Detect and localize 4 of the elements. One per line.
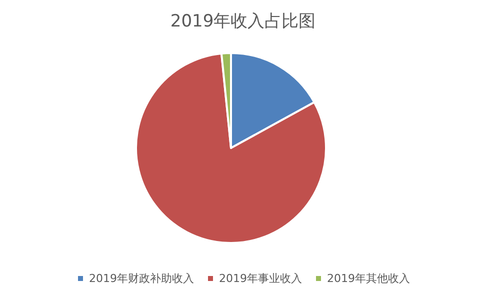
legend-label: 2019年财政补助收入 [89, 272, 194, 285]
legend-label: 2019年事业收入 [219, 272, 302, 285]
legend-label: 2019年其他收入 [326, 272, 410, 285]
chart-title: 2019年收入占比图 [170, 12, 316, 32]
